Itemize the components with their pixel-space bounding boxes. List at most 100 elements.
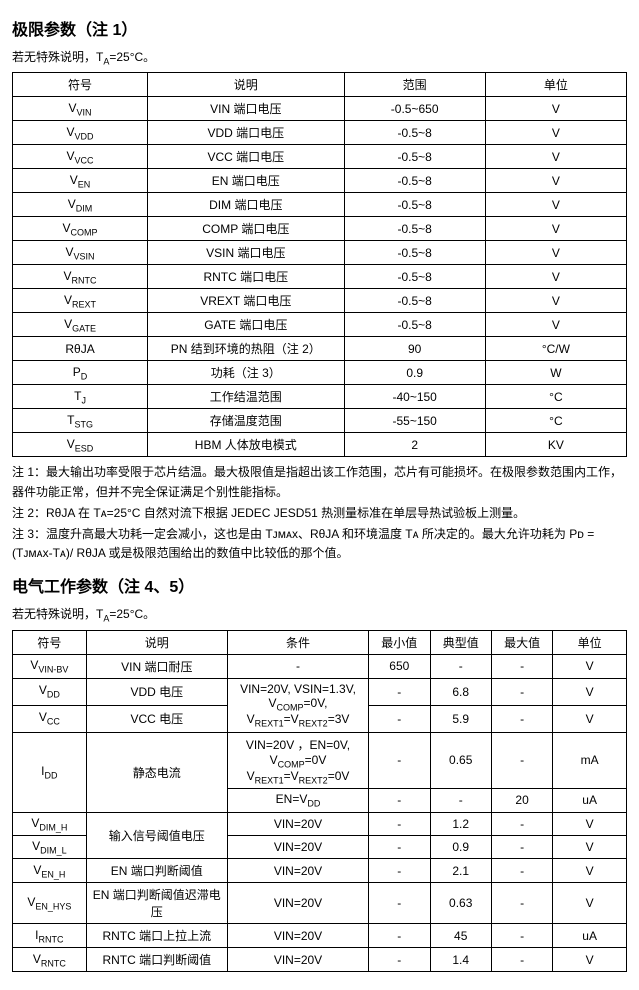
typ-cell: 0.9 — [430, 836, 491, 859]
min-cell: - — [369, 924, 430, 948]
max-cell: - — [491, 948, 552, 972]
table-row: VRNTCRNTC 端口电压-0.5~8V — [13, 265, 627, 289]
typ-cell: 0.65 — [430, 732, 491, 789]
range-cell: -55~150 — [344, 409, 485, 433]
cond-cell: VIN=20V — [227, 812, 368, 835]
typ-cell: 6.8 — [430, 678, 491, 705]
desc-cell: RNTC 端口上拉上流 — [86, 924, 227, 948]
symbol-cell: VESD — [13, 433, 148, 457]
table-row: VVIN-BVVIN 端口耐压-650--V — [13, 654, 627, 678]
desc-cell: RNTC 端口判断阈值 — [86, 948, 227, 972]
range-cell: -0.5~8 — [344, 241, 485, 265]
unit-cell: uA — [553, 924, 627, 948]
section1-intro: 若无特殊说明，TA=25°C。 — [12, 48, 627, 66]
electrical-params-table: 符号说明条件最小值典型值最大值单位 VVIN-BVVIN 端口耐压-650--V… — [12, 630, 627, 973]
symbol-cell: VVIN-BV — [13, 654, 87, 678]
table-row: VDIM_H输入信号阈值电压VIN=20V-1.2-V — [13, 812, 627, 835]
symbol-cell: VEN — [13, 169, 148, 193]
intro2-suffix: =25°C。 — [109, 607, 155, 621]
table-row: VVDDVDD 端口电压-0.5~8V — [13, 121, 627, 145]
range-cell: -0.5~8 — [344, 265, 485, 289]
typ-cell: 2.1 — [430, 859, 491, 883]
range-cell: -0.5~8 — [344, 289, 485, 313]
desc-cell: 工作结温范围 — [148, 385, 344, 409]
cond-cell: VIN=20V — [227, 948, 368, 972]
table1-header-cell: 单位 — [485, 73, 626, 97]
section1-notes: 注 1：最大输出功率受限于芯片结温。最大极限值是指超出该工作范围，芯片有可能损坏… — [12, 463, 627, 563]
table-row: TSTG存储温度范围-55~150°C — [13, 409, 627, 433]
symbol-cell: VVCC — [13, 145, 148, 169]
limit-params-table: 符号说明范围单位 VVINVIN 端口电压-0.5~650VVVDDVDD 端口… — [12, 72, 627, 457]
min-cell: - — [369, 859, 430, 883]
table2-header-cell: 条件 — [227, 630, 368, 654]
unit-cell: V — [485, 169, 626, 193]
range-cell: -0.5~8 — [344, 121, 485, 145]
unit-cell: V — [485, 193, 626, 217]
desc-cell: VDD 电压 — [86, 678, 227, 705]
desc-cell: VSIN 端口电压 — [148, 241, 344, 265]
desc-cell: 静态电流 — [86, 732, 227, 812]
typ-cell: 0.63 — [430, 883, 491, 924]
max-cell: - — [491, 859, 552, 883]
section2-intro: 若无特殊说明，TA=25°C。 — [12, 605, 627, 623]
max-cell: 20 — [491, 789, 552, 812]
intro-suffix: =25°C。 — [109, 50, 155, 64]
max-cell: - — [491, 705, 552, 732]
range-cell: -0.5~8 — [344, 193, 485, 217]
symbol-cell: VCC — [13, 705, 87, 732]
typ-cell: - — [430, 789, 491, 812]
symbol-cell: IDD — [13, 732, 87, 812]
table2-header-row: 符号说明条件最小值典型值最大值单位 — [13, 630, 627, 654]
desc-cell: EN 端口电压 — [148, 169, 344, 193]
unit-cell: W — [485, 361, 626, 385]
symbol-cell: VVSIN — [13, 241, 148, 265]
table-row: VVSINVSIN 端口电压-0.5~8V — [13, 241, 627, 265]
unit-cell: V — [553, 948, 627, 972]
typ-cell: - — [430, 654, 491, 678]
unit-cell: V — [485, 265, 626, 289]
table2-header-cell: 典型值 — [430, 630, 491, 654]
desc-cell: VIN 端口电压 — [148, 97, 344, 121]
symbol-cell: VDIM_H — [13, 812, 87, 835]
range-cell: -0.5~8 — [344, 145, 485, 169]
note-line: 注 1：最大输出功率受限于芯片结温。最大极限值是指超出该工作范围，芯片有可能损坏… — [12, 463, 627, 501]
table2-header-cell: 最小值 — [369, 630, 430, 654]
max-cell: - — [491, 836, 552, 859]
symbol-cell: VVIN — [13, 97, 148, 121]
cond-cell: VIN=20V — [227, 836, 368, 859]
table-row: RθJAPN 结到环境的热阻（注 2）90°C/W — [13, 337, 627, 361]
range-cell: -40~150 — [344, 385, 485, 409]
typ-cell: 5.9 — [430, 705, 491, 732]
section1-title: 极限参数（注 1） — [12, 16, 627, 40]
unit-cell: V — [553, 836, 627, 859]
table-row: VENEN 端口电压-0.5~8V — [13, 169, 627, 193]
cond-cell: - — [227, 654, 368, 678]
min-cell: - — [369, 812, 430, 835]
symbol-cell: VEN_HYS — [13, 883, 87, 924]
table1-header-row: 符号说明范围单位 — [13, 73, 627, 97]
section2-title: 电气工作参数（注 4、5） — [12, 573, 627, 597]
table-row: VEN_HEN 端口判断阈值VIN=20V-2.1-V — [13, 859, 627, 883]
symbol-cell: VDIM — [13, 193, 148, 217]
typ-cell: 1.2 — [430, 812, 491, 835]
symbol-cell: VREXT — [13, 289, 148, 313]
table1-header-cell: 说明 — [148, 73, 344, 97]
unit-cell: V — [553, 705, 627, 732]
min-cell: 650 — [369, 654, 430, 678]
table-row: VGATEGATE 端口电压-0.5~8V — [13, 313, 627, 337]
unit-cell: V — [485, 145, 626, 169]
range-cell: -0.5~8 — [344, 217, 485, 241]
max-cell: - — [491, 678, 552, 705]
desc-cell: EN 端口判断阈值迟滞电压 — [86, 883, 227, 924]
min-cell: - — [369, 789, 430, 812]
unit-cell: V — [485, 313, 626, 337]
table-row: VVINVIN 端口电压-0.5~650V — [13, 97, 627, 121]
min-cell: - — [369, 836, 430, 859]
unit-cell: °C — [485, 385, 626, 409]
unit-cell: V — [485, 121, 626, 145]
desc-cell: 功耗（注 3） — [148, 361, 344, 385]
unit-cell: V — [485, 241, 626, 265]
unit-cell: mA — [553, 732, 627, 789]
table2-header-cell: 单位 — [553, 630, 627, 654]
unit-cell: V — [553, 883, 627, 924]
